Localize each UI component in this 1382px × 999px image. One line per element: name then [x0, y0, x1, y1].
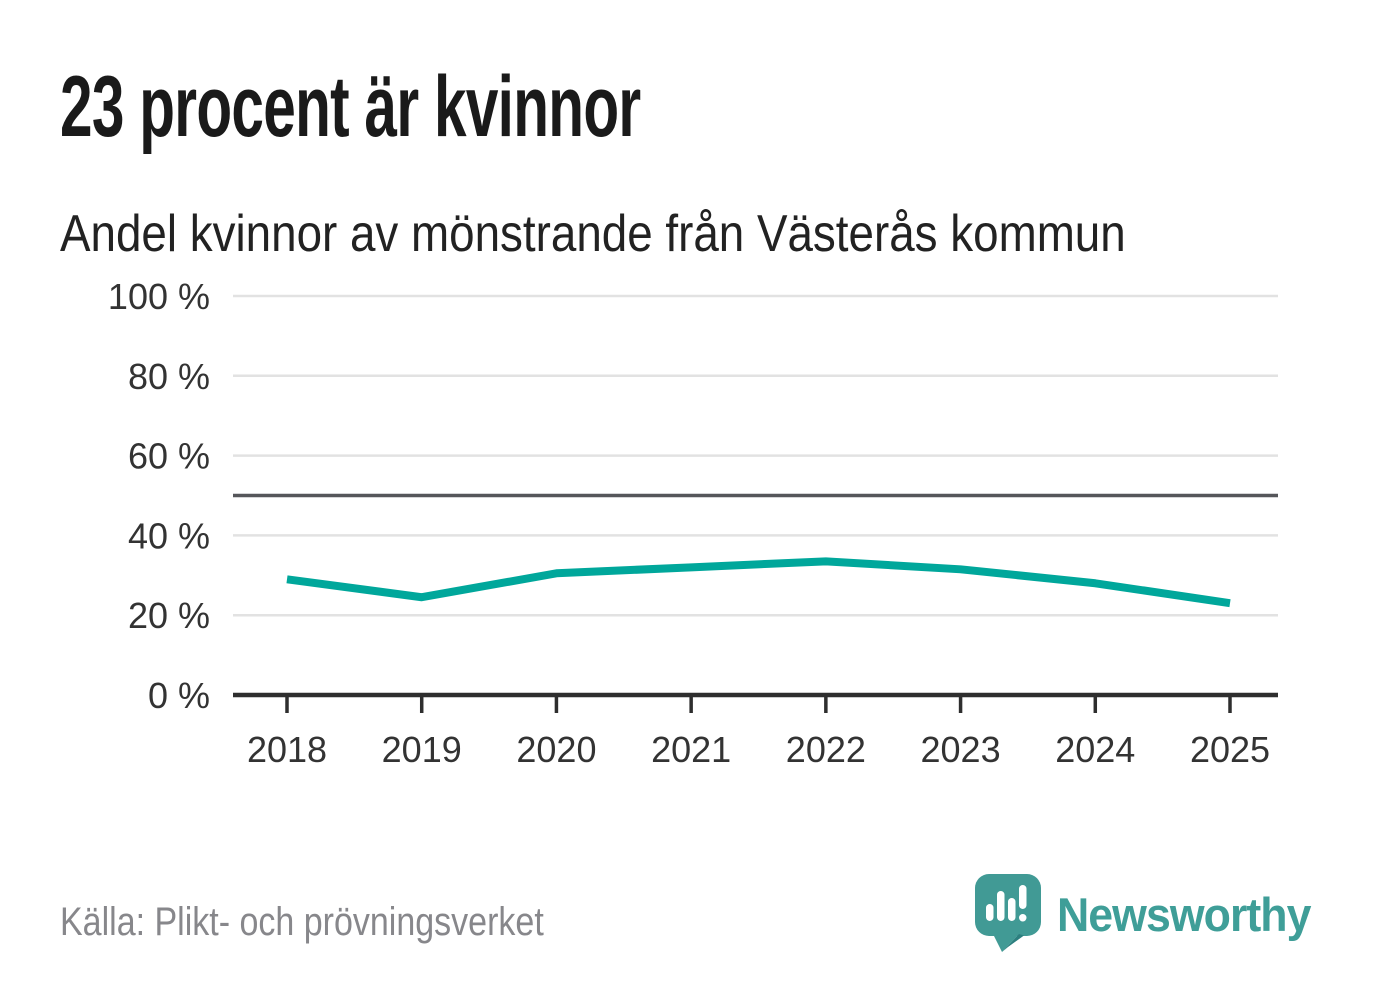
logo-bar-1: [986, 904, 994, 921]
y-tick-label: 100 %: [108, 276, 210, 317]
newsworthy-logo: Newsworthy: [975, 874, 1324, 954]
y-tick-label: 60 %: [128, 436, 210, 477]
logo-bubble-tail: [993, 934, 1020, 952]
x-tick-label: 2023: [921, 729, 1001, 770]
logo-exclamation-stem: [1019, 885, 1027, 909]
data-line: [286, 557, 1231, 608]
x-tick-label: 2021: [651, 729, 731, 770]
x-tick-label: 2022: [786, 729, 866, 770]
chart-subtitle: Andel kvinnor av mönstrande från Västerå…: [60, 205, 1126, 263]
x-tick-label: 2019: [382, 729, 462, 770]
x-tick-label: 2024: [1055, 729, 1135, 770]
y-tick-label: 80 %: [128, 356, 210, 397]
x-tick-label: 2020: [516, 729, 596, 770]
x-tick-label: 2025: [1190, 729, 1270, 770]
y-tick-label: 40 %: [128, 515, 210, 556]
newsworthy-wordmark: Newsworthy: [1057, 887, 1311, 941]
source-note: Källa: Plikt- och prövningsverket: [60, 900, 544, 944]
logo-bar-2: [997, 891, 1005, 921]
logo-bar-3: [1008, 898, 1016, 921]
page-title: 23 procent är kvinnor: [60, 59, 641, 155]
y-tick-label: 20 %: [128, 595, 210, 636]
y-tick-label: 0 %: [148, 675, 210, 716]
newsworthy-logo-icon: [975, 874, 1042, 952]
x-tick-label: 2018: [247, 729, 327, 770]
logo-exclamation-dot: [1019, 914, 1027, 922]
logo-tail-shadow: [1002, 934, 1025, 952]
